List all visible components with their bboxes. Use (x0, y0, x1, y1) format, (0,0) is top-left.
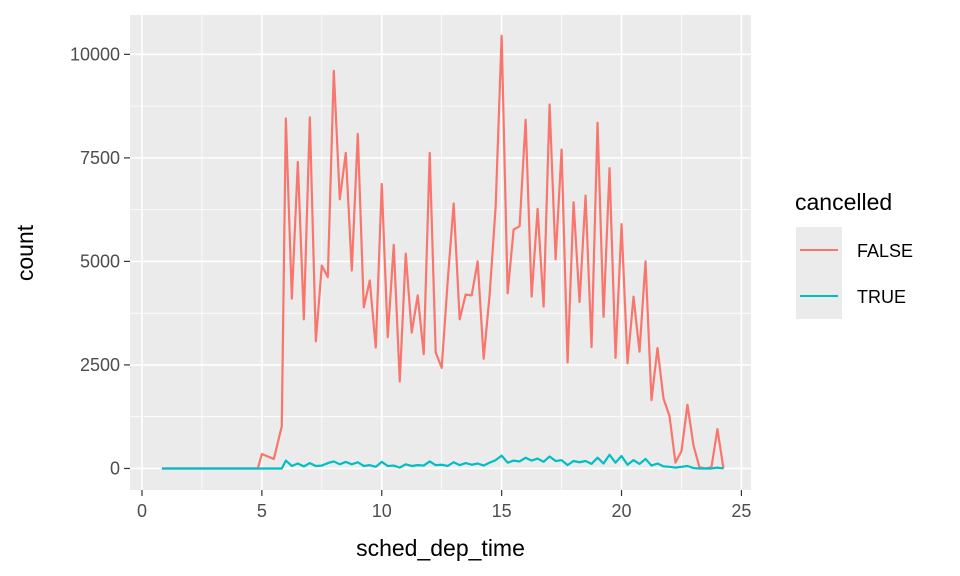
y-axis-title: count (12, 224, 38, 281)
series-line-false (161, 34, 725, 470)
y-tick-label: 7500 (80, 148, 120, 168)
minor-gridlines (130, 15, 751, 490)
x-tick-label: 5 (257, 501, 267, 521)
x-tick-label: 0 (137, 501, 147, 521)
series-lines (161, 34, 725, 470)
x-tick-label: 25 (731, 501, 751, 521)
legend-label-true: TRUE (857, 287, 906, 307)
series-line-true (161, 453, 724, 470)
y-axis: 0 2500 5000 7500 10000 (70, 44, 130, 478)
y-tick-label: 5000 (80, 251, 120, 271)
x-axis: 0 5 10 15 20 25 (137, 490, 751, 521)
x-axis-title: sched_dep_time (356, 535, 525, 561)
y-tick-label: 10000 (70, 44, 120, 64)
y-tick-label: 2500 (80, 355, 120, 375)
legend: cancelled FALSE TRUE (795, 189, 913, 319)
legend-title: cancelled (795, 189, 892, 215)
x-tick-label: 15 (492, 501, 512, 521)
y-tick-label: 0 (110, 458, 120, 478)
plot-panel (130, 15, 751, 490)
x-tick-label: 20 (612, 501, 632, 521)
x-tick-label: 10 (372, 501, 392, 521)
legend-label-false: FALSE (857, 241, 913, 261)
